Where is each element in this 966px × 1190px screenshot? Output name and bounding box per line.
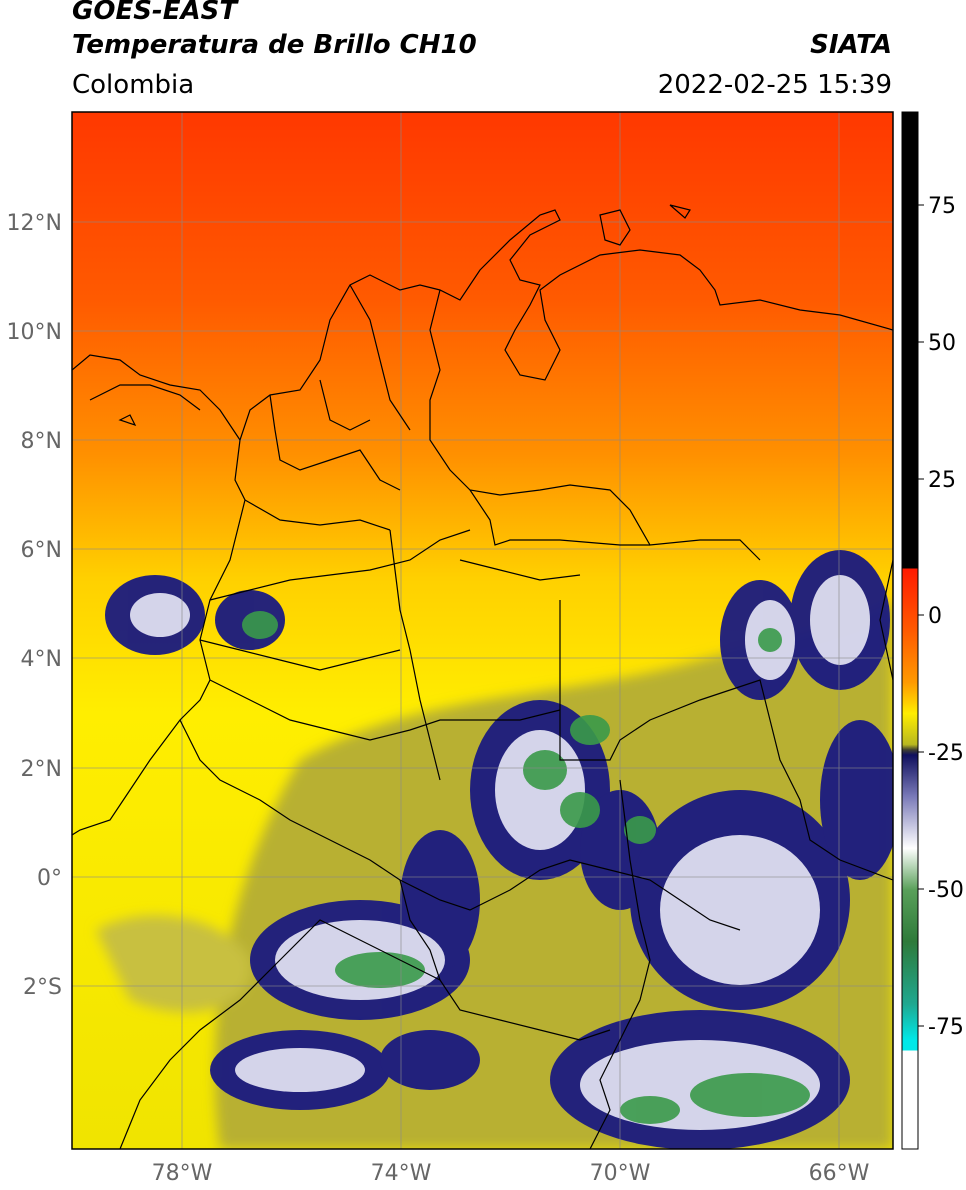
lon-label: 66°W xyxy=(809,1161,870,1186)
political-boundaries xyxy=(72,204,893,1149)
colorbar-tick: -75 xyxy=(928,1015,964,1040)
region-label: Colombia xyxy=(72,70,195,100)
colorbar-tick: 50 xyxy=(928,331,956,356)
map-frame xyxy=(71,111,894,1150)
lat-axis: 12°N 10°N 8°N 6°N 4°N 2°N 0° 2°S xyxy=(7,211,62,1000)
lat-label: 12°N xyxy=(7,211,62,236)
gridlines xyxy=(72,112,893,1149)
lon-label: 70°W xyxy=(590,1161,651,1186)
lat-label: 10°N xyxy=(7,320,62,345)
lon-label: 74°W xyxy=(371,1161,432,1186)
map-area xyxy=(72,112,893,1149)
lat-label: 2°N xyxy=(21,757,62,782)
lat-label: 2°S xyxy=(23,975,62,1000)
lat-label: 4°N xyxy=(21,647,62,672)
colorbar: 75 50 25 0 -25 -50 -75 xyxy=(901,111,964,1150)
colorbar-tick: -50 xyxy=(928,878,964,903)
convective-clouds xyxy=(105,550,893,1149)
product-title: Temperatura de Brillo CH10 xyxy=(72,30,477,60)
satellite-title: GOES-EAST xyxy=(72,0,238,26)
colorbar-tick: 25 xyxy=(928,468,956,493)
lat-label: 6°N xyxy=(21,538,62,563)
colorbar-scale xyxy=(901,111,919,1150)
source-label: SIATA xyxy=(810,30,892,60)
lat-label: 0° xyxy=(37,866,62,891)
lon-label: 78°W xyxy=(152,1161,213,1186)
colorbar-tick: 0 xyxy=(928,604,942,629)
lat-label: 8°N xyxy=(21,429,62,454)
datetime-label: 2022-02-25 15:39 xyxy=(657,70,892,100)
colorbar-tick: -25 xyxy=(928,741,964,766)
lon-axis: 78°W 74°W 70°W 66°W xyxy=(152,1161,870,1186)
colorbar-tick: 75 xyxy=(928,194,956,219)
